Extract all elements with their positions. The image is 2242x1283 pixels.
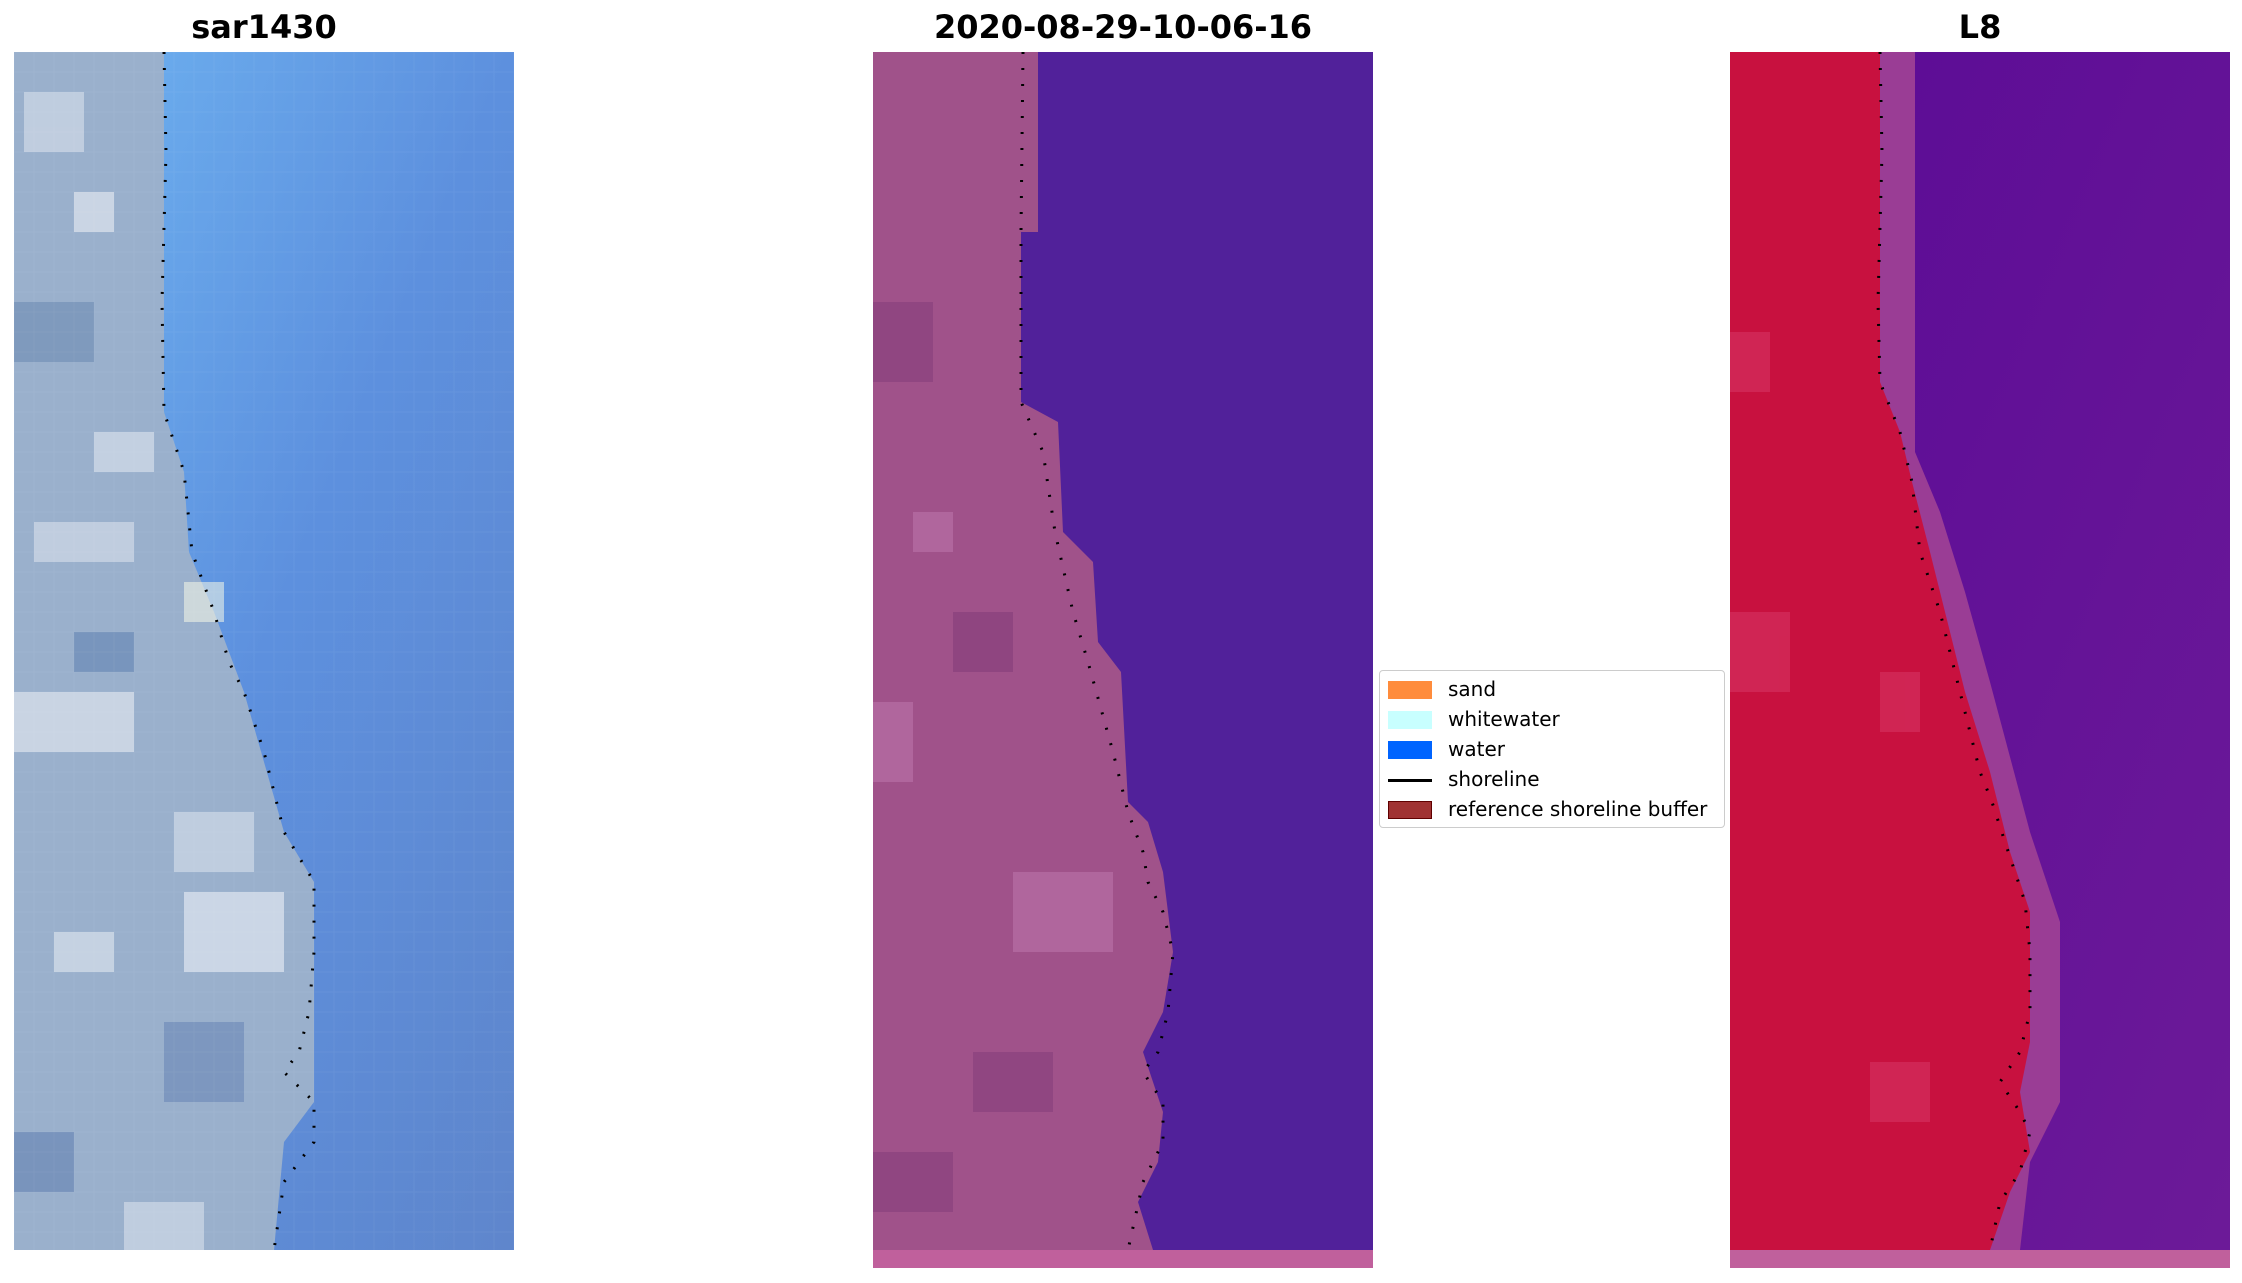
legend-water-label: water [1448,737,1505,761]
nir-land-texture [1730,332,1930,1122]
panel-title-nir: L8 [1958,8,2002,46]
classified-image-panel [873,52,1373,1268]
nir-image-panel [1730,52,2230,1268]
rgb-shoreline [160,52,316,1250]
panel-title-classified: 2020-08-29-10-06-16 [933,8,1313,46]
legend-buffer-label: reference shoreline buffer [1448,797,1708,821]
panel-title-rgb: sar1430 [191,8,337,46]
legend: sand whitewater water shoreline referenc… [1379,670,1725,828]
rgb-image-panel [14,52,514,1250]
classified-land-texture [873,302,1113,1212]
nir-land [1730,52,2030,1250]
legend-whitewater-label: whitewater [1448,707,1560,731]
legend-sand-label: sand [1448,677,1497,701]
legend-buffer-swatch [1388,801,1432,819]
classified-shoreline [1019,52,1175,1251]
legend-whitewater-swatch [1388,711,1432,729]
legend-shoreline-line [1388,779,1432,782]
legend-sand-swatch [1388,681,1432,699]
legend-water-swatch [1388,741,1432,759]
nir-bottom-strip [1730,1250,2230,1268]
legend-shoreline-label: shoreline [1448,767,1540,791]
classified-bottom-strip [873,1250,1373,1268]
